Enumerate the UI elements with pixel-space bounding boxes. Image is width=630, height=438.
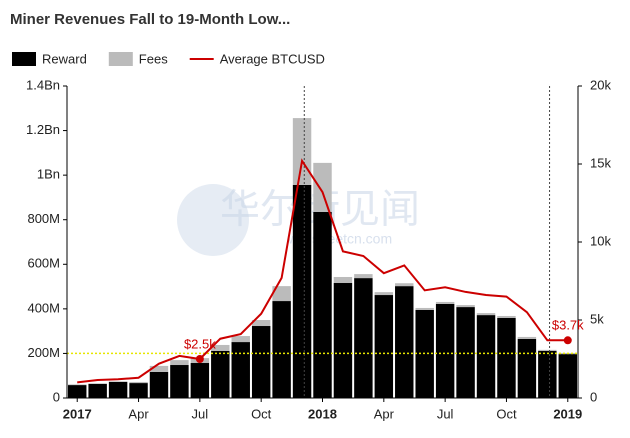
bar <box>476 315 496 398</box>
x-tick-label: Apr <box>128 406 149 421</box>
bar <box>517 336 537 339</box>
bar <box>558 354 577 398</box>
legend-label: Average BTCUSD <box>220 51 325 66</box>
bar <box>313 162 332 212</box>
y2-tick-label: 10k <box>590 233 611 248</box>
bar <box>88 383 107 384</box>
bar <box>211 350 230 398</box>
bar <box>456 307 475 398</box>
x-tick-label: Apr <box>374 406 395 421</box>
bar <box>292 184 312 398</box>
bar <box>108 381 128 398</box>
bar <box>211 344 230 351</box>
y-tick-label: 1.2Bn <box>26 122 60 137</box>
bar <box>497 317 516 398</box>
y-tick-label: 1Bn <box>37 167 60 182</box>
bar <box>88 383 107 398</box>
bar <box>476 313 496 316</box>
watermark-logo <box>177 184 249 256</box>
bar <box>374 295 394 398</box>
bar <box>354 274 373 279</box>
y2-tick-label: 5k <box>590 311 604 326</box>
bar <box>333 283 353 398</box>
bar <box>415 307 434 310</box>
bar <box>108 381 128 382</box>
bar <box>272 301 291 398</box>
x-tick-label: 2018 <box>308 406 337 421</box>
bar <box>395 286 414 398</box>
bar <box>292 118 312 185</box>
y-tick-label: 0 <box>53 389 60 404</box>
bar <box>497 315 516 318</box>
bar <box>538 350 557 398</box>
y-tick-label: 600M <box>27 256 60 271</box>
point <box>563 336 572 345</box>
bar <box>538 349 557 351</box>
value-label: $2.5k <box>184 336 216 351</box>
bar <box>313 211 332 398</box>
bar <box>251 320 271 327</box>
bar <box>456 305 475 308</box>
bar <box>129 381 148 384</box>
x-tick-label: Jul <box>192 406 209 421</box>
bar <box>374 292 394 296</box>
bar <box>231 342 250 398</box>
y-tick-label: 400M <box>27 300 60 315</box>
bar <box>68 385 87 398</box>
x-tick-label: Oct <box>496 406 517 421</box>
x-tick-label: Oct <box>251 406 272 421</box>
bar <box>190 363 210 398</box>
legend-label: Reward <box>42 51 87 66</box>
x-tick-label: 2019 <box>553 406 582 421</box>
bar <box>272 286 291 302</box>
bar <box>170 365 189 398</box>
bar <box>354 278 373 398</box>
y2-tick-label: 0 <box>590 389 597 404</box>
y-tick-label: 800M <box>27 211 60 226</box>
line <box>77 158 568 384</box>
y2-tick-label: 20k <box>590 77 611 92</box>
bar <box>435 303 455 398</box>
bar <box>333 276 353 284</box>
legend-swatch <box>108 52 133 66</box>
x-tick-label: 2017 <box>63 406 92 421</box>
bar <box>251 326 271 398</box>
bar <box>170 360 189 366</box>
bar <box>517 338 537 398</box>
bar <box>129 383 148 398</box>
point <box>195 355 204 363</box>
chart-title: Miner Revenues Fall to 19-Month Low... <box>10 11 290 28</box>
x-tick-label: Jul <box>437 406 454 421</box>
legend-swatch <box>12 52 36 66</box>
bar <box>395 283 414 287</box>
y-tick-label: 200M <box>27 345 60 360</box>
y-tick-label: 1.4Bn <box>26 77 60 92</box>
bar <box>149 371 169 398</box>
bar <box>149 365 169 372</box>
y2-tick-label: 15k <box>590 155 611 170</box>
bar <box>435 301 455 304</box>
bar <box>68 384 87 386</box>
bar <box>231 336 250 343</box>
legend-label: Fees <box>139 51 168 66</box>
value-label: $3.7k <box>552 318 584 333</box>
